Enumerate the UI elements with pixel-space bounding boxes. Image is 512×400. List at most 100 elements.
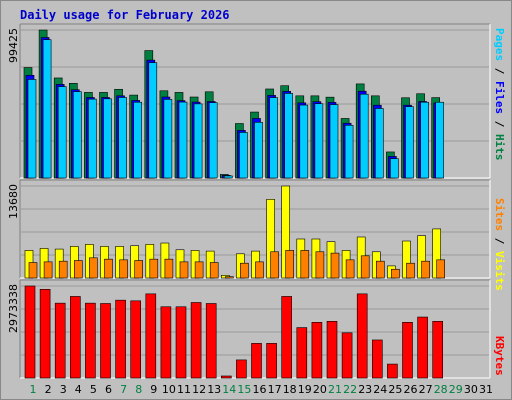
bar-sites-day-15	[240, 262, 249, 279]
bar-sites-day-22	[345, 259, 355, 279]
legend-bottom-part-0: KBytes	[493, 336, 506, 376]
bar-sites-day-6	[104, 258, 113, 279]
bar-sites-day-26	[406, 262, 415, 279]
x-tick-day-31: 31	[479, 383, 493, 396]
x-tick-day-6: 6	[105, 383, 112, 396]
bar-pages-day-15	[239, 132, 248, 179]
x-tick-day-8: 8	[135, 383, 142, 396]
legend-top: Pages / Files / Hits	[493, 28, 506, 161]
bar-sites-day-10	[164, 258, 174, 279]
bar-pages-day-26	[405, 106, 414, 179]
bar-kbytes-day-24	[371, 339, 383, 379]
x-tick-day-18: 18	[283, 383, 297, 396]
legend-top-part-1: /	[493, 61, 506, 81]
bar-kbytes-day-23	[356, 293, 368, 379]
bar-sites-day-19	[300, 250, 310, 279]
x-tick-day-25: 25	[388, 383, 402, 396]
x-tick-day-30: 30	[464, 383, 478, 396]
bar-kbytes-day-13	[205, 303, 217, 379]
bar-pages-day-4	[73, 91, 82, 179]
x-tick-day-17: 17	[268, 383, 282, 396]
bar-pages-day-10	[163, 99, 173, 179]
x-tick-day-28: 28	[434, 383, 448, 396]
legend-top-part-4: Hits	[493, 134, 506, 161]
legend-top-part-0: Pages	[493, 28, 506, 62]
x-tick-day-21: 21	[328, 383, 342, 396]
bar-pages-day-3	[57, 86, 67, 179]
x-tick-day-19: 19	[298, 383, 312, 396]
bar-pages-day-1	[27, 79, 37, 179]
bar-pages-day-7	[118, 97, 127, 179]
bar-sites-day-14	[225, 276, 234, 279]
bar-sites-day-21	[330, 252, 340, 279]
x-tick-day-10: 10	[162, 383, 176, 396]
bar-kbytes-day-3	[54, 302, 66, 379]
bar-kbytes-day-9	[145, 293, 157, 379]
x-tick-day-4: 4	[75, 383, 82, 396]
legend-bottom: KBytes	[493, 336, 506, 376]
bar-pages-day-13	[208, 102, 218, 179]
bar-sites-day-4	[74, 260, 83, 279]
bar-pages-day-8	[133, 101, 142, 179]
bar-sites-day-12	[194, 261, 204, 279]
bar-kbytes-day-1	[24, 285, 36, 379]
bar-kbytes-day-28	[432, 321, 444, 379]
bar-kbytes-day-21	[326, 321, 338, 379]
bar-sites-day-16	[255, 261, 264, 279]
bar-sites-day-1	[28, 262, 38, 279]
bar-kbytes-day-5	[85, 302, 96, 379]
x-tick-day-9: 9	[150, 383, 157, 396]
bar-kbytes-day-20	[311, 322, 323, 379]
bar-pages-day-5	[88, 98, 97, 179]
x-tick-day-27: 27	[419, 383, 433, 396]
bar-kbytes-day-11	[175, 306, 187, 379]
ymax-label-hits-files-pages: 99425	[7, 28, 20, 63]
bar-sites-day-25	[391, 268, 400, 279]
x-tick-day-3: 3	[60, 383, 67, 396]
x-tick-day-14: 14	[222, 383, 236, 396]
bar-kbytes-day-27	[417, 316, 428, 379]
bar-kbytes-day-26	[402, 322, 413, 379]
bar-pages-day-20	[314, 103, 324, 179]
bar-kbytes-day-10	[160, 306, 172, 379]
bar-sites-day-17	[270, 251, 279, 279]
bar-pages-day-11	[178, 101, 188, 179]
x-tick-day-16: 16	[253, 383, 267, 396]
bar-pages-day-27	[420, 101, 429, 179]
bar-sites-day-9	[149, 258, 159, 279]
bar-kbytes-day-18	[281, 296, 293, 379]
bar-pages-day-22	[344, 125, 354, 179]
bar-pages-day-28	[435, 101, 445, 179]
x-tick-day-26: 26	[404, 383, 418, 396]
legend-top-part-3: /	[493, 114, 506, 134]
bar-kbytes-day-17	[266, 343, 277, 379]
bar-pages-day-6	[103, 98, 112, 179]
bar-sites-day-28	[436, 259, 446, 279]
bar-sites-day-27	[421, 260, 430, 279]
bar-kbytes-day-22	[341, 332, 353, 379]
bar-kbytes-day-8	[130, 300, 141, 379]
legend-middle-part-0: Sites	[493, 198, 506, 232]
bar-pages-day-17	[269, 97, 278, 179]
bar-pages-day-19	[299, 104, 309, 179]
legend-middle-part-1: /	[493, 231, 506, 251]
bar-kbytes-day-12	[190, 302, 202, 379]
bar-sites-day-2	[43, 261, 53, 279]
bar-sites-day-3	[58, 260, 68, 279]
bar-kbytes-day-2	[39, 289, 51, 379]
bar-pages-day-18	[284, 93, 294, 179]
x-tick-day-13: 13	[207, 383, 221, 396]
bar-kbytes-day-15	[236, 359, 247, 379]
x-tick-day-23: 23	[358, 383, 372, 396]
bar-kbytes-day-4	[70, 296, 81, 379]
x-tick-day-24: 24	[373, 383, 387, 396]
bar-kbytes-day-16	[251, 343, 262, 379]
x-tick-day-15: 15	[237, 383, 251, 396]
bar-sites-day-8	[134, 260, 143, 279]
x-tick-day-29: 29	[449, 383, 463, 396]
bar-kbytes-day-7	[115, 299, 126, 379]
x-tick-day-5: 5	[90, 383, 97, 396]
bar-sites-day-24	[375, 260, 385, 279]
bar-pages-day-21	[329, 104, 339, 179]
